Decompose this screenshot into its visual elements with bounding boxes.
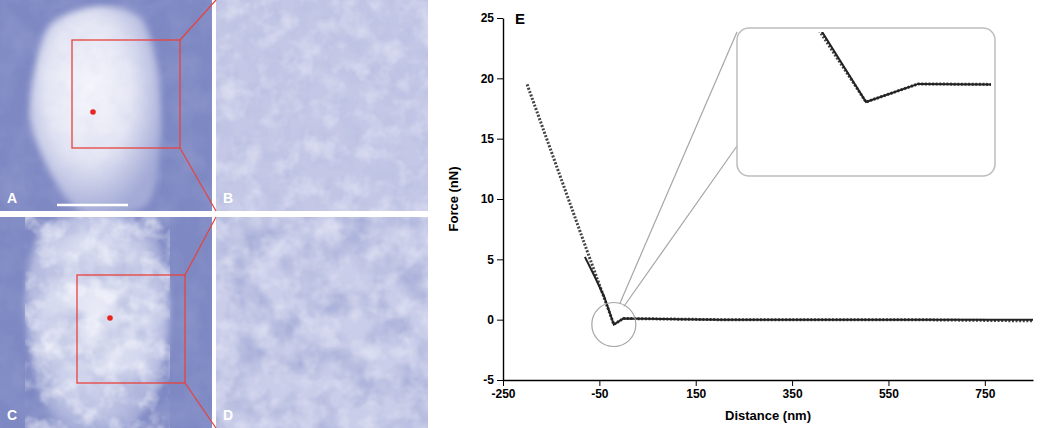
tick-label: 10 [481, 192, 495, 206]
tick-mark [599, 380, 600, 386]
tick: 20 [481, 72, 503, 86]
tick: 350 [783, 380, 803, 401]
axis-line [503, 19, 504, 381]
y-axis: -5 0 5 10 15 20 25 [481, 11, 504, 387]
afm-image [0, 217, 212, 428]
particle-texture [30, 6, 162, 211]
axis-line [504, 380, 1034, 381]
tick-mark [497, 320, 503, 321]
tick: 5 [487, 253, 503, 267]
tick: 0 [487, 313, 503, 327]
tick-label: 750 [975, 387, 995, 401]
image-texture [216, 0, 428, 211]
tick-mark [497, 18, 503, 19]
image-texture [216, 217, 428, 428]
afm-image [216, 217, 428, 428]
afm-image [216, 0, 428, 211]
tick: -5 [483, 373, 503, 387]
tick: -50 [591, 380, 609, 401]
tick-mark [888, 380, 889, 386]
zoom-box [72, 40, 180, 148]
tick-mark [497, 259, 503, 260]
image-texture [216, 217, 428, 428]
panel-label: C [7, 407, 17, 423]
figure: ABCD-50510152025-250-50150350550750EForc… [0, 0, 1043, 428]
tick-mark [503, 380, 504, 386]
zoom-connector [185, 383, 216, 428]
scale-bar [57, 204, 128, 207]
image-background [216, 0, 428, 211]
particle-texture [25, 217, 169, 428]
inset-curve [741, 32, 991, 102]
inset-curve [741, 32, 991, 102]
tick-label: -250 [491, 387, 515, 401]
probe-point [107, 315, 113, 321]
tick-label: 20 [481, 72, 495, 86]
tick-label: 25 [481, 11, 495, 25]
tick-label: 550 [879, 387, 899, 401]
inset-connector [624, 146, 737, 306]
tick-mark [696, 380, 697, 386]
panel-label: A [7, 190, 17, 206]
image-background [216, 217, 428, 428]
tick-label: -50 [591, 387, 609, 401]
zoom-box [77, 275, 185, 383]
tick-mark [985, 380, 986, 386]
tick: 150 [686, 380, 706, 401]
tick-label: 150 [686, 387, 706, 401]
figure-svg: ABCD-50510152025-250-50150350550750EForc… [0, 0, 1043, 428]
inset-connector [620, 32, 737, 303]
zoom-connector [180, 148, 216, 211]
probe-point [90, 109, 96, 115]
tick-mark [792, 380, 793, 386]
tick-mark [497, 139, 503, 140]
panel-label: B [223, 190, 233, 206]
chart-title: E [515, 10, 525, 27]
particle [30, 6, 162, 211]
afm-image [0, 0, 212, 211]
tick-label: 0 [487, 313, 494, 327]
zoom-connector [185, 217, 216, 275]
panel-label: D [223, 407, 233, 423]
tick-mark [497, 78, 503, 79]
particle-texture [25, 217, 169, 428]
tick-label: 350 [783, 387, 803, 401]
tick: -250 [491, 380, 515, 401]
tick: 15 [481, 132, 503, 146]
tick: 550 [879, 380, 899, 401]
tick-label: 5 [487, 253, 494, 267]
tick-mark [497, 380, 503, 381]
zoom-connector [180, 0, 216, 40]
tick: 750 [975, 380, 995, 401]
tick: 10 [481, 192, 503, 206]
tick: 25 [481, 11, 503, 25]
image-texture [216, 0, 428, 211]
particle [25, 217, 169, 428]
x-axis: -250 -50 150 350 550 750 [491, 380, 1033, 401]
tick-label: 15 [481, 132, 495, 146]
tick-mark [497, 199, 503, 200]
x-axis-title: Distance (nm) [725, 408, 811, 423]
zoom-circle [592, 302, 636, 346]
tick-label: -5 [483, 373, 494, 387]
y-axis-title: Force (nN) [446, 167, 461, 232]
inset-plot [741, 32, 991, 102]
